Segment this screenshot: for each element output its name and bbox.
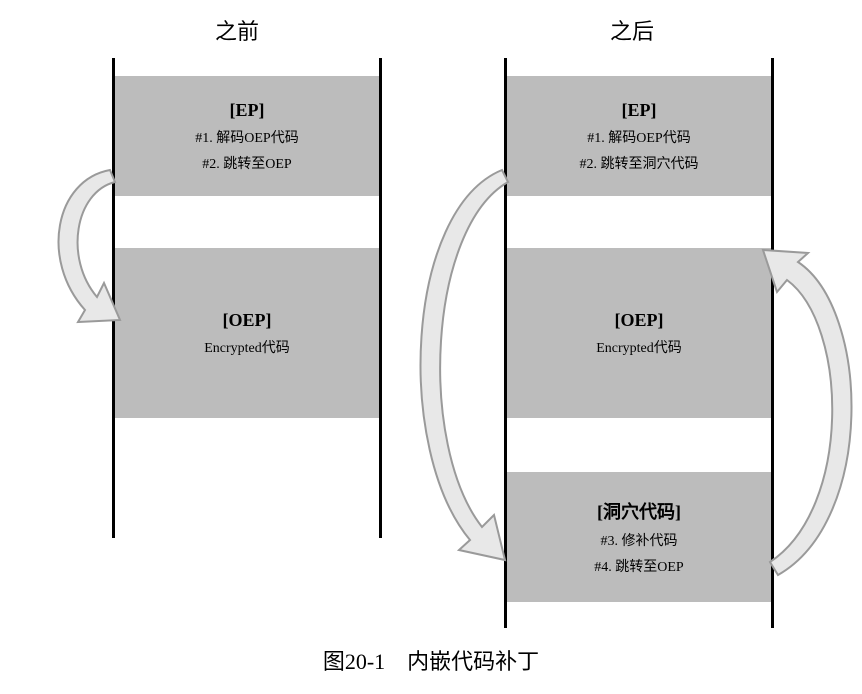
after-block-cave-title: [洞穴代码] [597,498,681,524]
figure-caption: 图20-1 内嵌代码补丁 [0,644,862,676]
after-block-cave-line: #4. 跳转至OEP [594,556,683,576]
after-block-cave: [洞穴代码] #3. 修补代码 #4. 跳转至OEP [507,472,771,602]
column-after: [EP] #1. 解码OEP代码 #2. 跳转至洞穴代码 [OEP] Encrypted… [504,58,774,628]
before-block-oep: [OEP] Encrypted代码 [115,248,379,418]
after-ep-to-cave [421,170,508,560]
after-block-oep: [OEP] Encrypted代码 [507,248,771,418]
diagram-canvas: 之前 之后 [EP] #1. 解码OEP代码 #2. 跳转至OEP [OEP] Encr… [0,0,862,694]
after-cave-to-oep [763,250,852,575]
column-before: [EP] #1. 解码OEP代码 #2. 跳转至OEP [OEP] Encrypted代… [112,58,382,538]
after-block-ep-title: [EP] [622,100,657,121]
after-block-oep-line: Encrypted代码 [596,337,682,357]
after-block-ep: [EP] #1. 解码OEP代码 #2. 跳转至洞穴代码 [507,76,771,196]
rail [771,58,774,628]
rail [379,58,382,538]
after-block-cave-line: #3. 修补代码 [601,530,678,550]
before-block-ep-line: #1. 解码OEP代码 [195,127,298,147]
before-block-oep-title: [OEP] [223,310,272,331]
before-block-ep-title: [EP] [230,100,265,121]
header-before: 之前 [215,14,259,46]
after-block-oep-title: [OEP] [615,310,664,331]
before-block-ep: [EP] #1. 解码OEP代码 #2. 跳转至OEP [115,76,379,196]
before-ep-to-oep [59,170,120,322]
header-after: 之后 [610,14,654,46]
before-block-ep-line: #2. 跳转至OEP [202,153,291,173]
after-block-ep-line: #1. 解码OEP代码 [587,127,690,147]
before-block-oep-line: Encrypted代码 [204,337,290,357]
after-block-ep-line: #2. 跳转至洞穴代码 [580,153,699,173]
